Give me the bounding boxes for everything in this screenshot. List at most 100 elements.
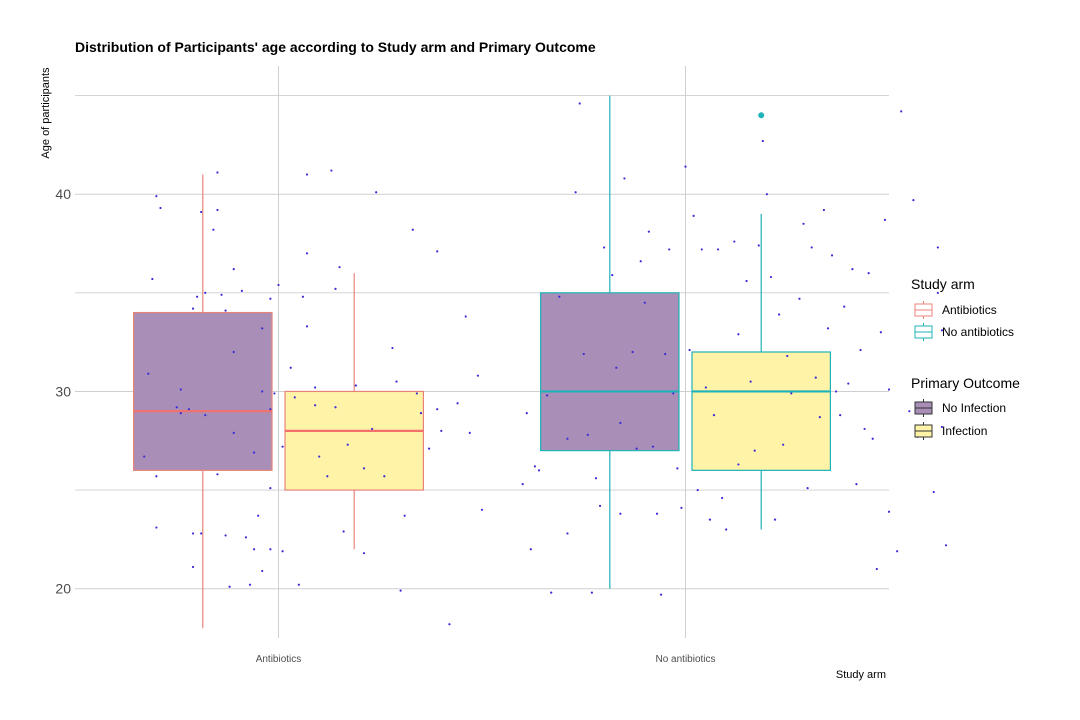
jitter-point xyxy=(684,165,687,168)
jitter-point xyxy=(269,408,272,411)
jitter-point xyxy=(655,512,659,515)
jitter-point xyxy=(867,272,870,275)
jitter-point xyxy=(847,382,850,385)
jitter-point xyxy=(692,214,695,218)
x-axis-ticks: Antibiotics No antibiotics xyxy=(256,654,716,665)
jitter-point xyxy=(745,279,748,283)
jitter-point xyxy=(326,475,329,478)
jitter-point xyxy=(440,429,443,432)
boxes-layer xyxy=(133,95,831,629)
jitter-point xyxy=(216,171,219,174)
jitter-point xyxy=(863,427,866,431)
jitter-point xyxy=(737,333,740,336)
legend-label: Infection xyxy=(942,424,987,438)
jitter-point xyxy=(147,372,150,375)
jitter-point xyxy=(659,593,663,596)
jitter-point xyxy=(362,552,366,555)
jitter-point xyxy=(940,329,944,332)
jitter-point xyxy=(859,348,862,352)
jitter-point xyxy=(839,414,842,417)
y-axis-ticks: 20 30 40 xyxy=(55,186,71,596)
jitter-point xyxy=(822,208,825,212)
jitter-point xyxy=(696,488,699,492)
box-iqr xyxy=(691,351,831,471)
jitter-point xyxy=(912,199,915,202)
jitter-point xyxy=(395,380,398,383)
jitter-point xyxy=(896,550,899,553)
jitter-point xyxy=(786,354,789,358)
jitter-point xyxy=(578,102,581,105)
jitter-point xyxy=(900,110,903,113)
jitter-point xyxy=(647,230,650,233)
jitter-point xyxy=(342,530,345,533)
box-iqr xyxy=(540,292,680,452)
jitter-point xyxy=(252,451,256,454)
jitter-point xyxy=(708,518,712,521)
jitter-point xyxy=(826,327,830,330)
legend-title-study-arm: Study arm xyxy=(911,276,975,292)
jitter-point xyxy=(843,305,846,308)
y-tick-label: 30 xyxy=(55,383,71,399)
jitter-point xyxy=(712,414,716,417)
legend: Study arm Antibiotics No antibiotics Primar… xyxy=(911,276,1020,440)
box-no-antibiotics-infection xyxy=(691,112,831,530)
jitter-point xyxy=(810,246,813,249)
jitter-point xyxy=(769,275,773,279)
jitter-point xyxy=(415,392,418,395)
jitter-point xyxy=(639,260,642,263)
jitter-point xyxy=(635,447,638,450)
jitter-point xyxy=(281,445,284,448)
jitter-point xyxy=(281,550,284,553)
jitter-point xyxy=(619,512,622,515)
legend-title-primary-outcome: Primary Outcome xyxy=(911,375,1020,391)
x-tick-label: Antibiotics xyxy=(256,654,302,665)
jitter-point xyxy=(830,254,834,257)
jitter-point xyxy=(151,277,154,281)
jitter-point xyxy=(940,425,944,429)
x-axis-title: Study arm xyxy=(836,669,886,681)
jitter-point xyxy=(297,583,300,586)
jitter-point xyxy=(668,248,671,251)
jitter-point xyxy=(802,222,805,225)
jitter-point xyxy=(305,252,309,255)
jitter-point xyxy=(261,327,264,330)
outlier-point xyxy=(758,112,765,119)
y-tick-label: 20 xyxy=(55,581,71,597)
jitter-point xyxy=(305,173,309,176)
jitter-point xyxy=(525,412,528,415)
jitter-point xyxy=(204,414,207,417)
jitter-point xyxy=(232,268,235,271)
jitter-point xyxy=(749,380,752,383)
jitter-point xyxy=(875,567,878,571)
jitter-point xyxy=(155,195,158,198)
jitter-point xyxy=(664,352,667,356)
jitter-point xyxy=(533,465,537,468)
jitter-point xyxy=(887,510,891,513)
y-axis-title: Age of participants xyxy=(40,67,52,159)
jitter-point xyxy=(688,348,691,352)
legend-label: Antibiotics xyxy=(942,303,997,317)
jitter-point xyxy=(330,169,333,172)
jitter-point xyxy=(289,366,292,369)
jitter-point xyxy=(179,388,182,391)
jitter-point xyxy=(757,244,760,247)
jitter-point xyxy=(778,313,781,316)
jitter-point xyxy=(476,374,480,377)
jitter-point xyxy=(480,508,484,511)
jitter-point xyxy=(224,534,227,537)
jitter-point xyxy=(338,266,341,269)
jitter-point xyxy=(574,191,577,194)
jitter-point xyxy=(871,437,874,440)
chart-title: Distribution of Participants' age accord… xyxy=(75,39,596,55)
jitter-point xyxy=(753,449,756,452)
jitter-point xyxy=(224,309,227,312)
jitter-point xyxy=(159,206,162,210)
jitter-point xyxy=(232,350,235,354)
jitter-point xyxy=(464,315,467,318)
jitter-point xyxy=(269,486,272,490)
jitter-point xyxy=(269,548,272,551)
jitter-point xyxy=(672,392,675,395)
jitter-point xyxy=(883,218,887,221)
jitter-point xyxy=(436,408,439,411)
